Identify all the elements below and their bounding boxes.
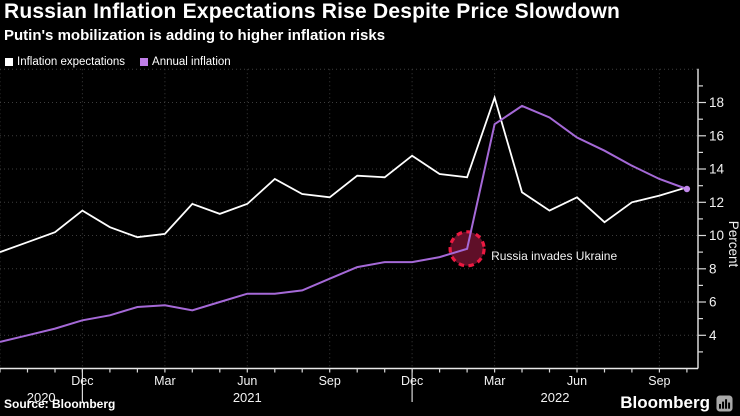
chart-bars-icon	[716, 394, 733, 412]
y-tick-label: 16	[709, 128, 724, 143]
x-year-label: 2020	[27, 390, 56, 405]
y-tick-label: 18	[709, 95, 724, 110]
y-tick-label: 4	[709, 328, 717, 343]
y-tick-label: 6	[709, 295, 717, 310]
chart-legend: Inflation expectations Annual inflation	[5, 56, 231, 68]
legend-swatch-purple-icon	[140, 58, 149, 66]
x-tick-label: Dec	[71, 374, 93, 388]
legend-label-inflation-expectations: Inflation expectations	[17, 56, 126, 68]
x-year-label: 2022	[541, 390, 570, 405]
legend-item-inflation-expectations: Inflation expectations	[5, 56, 125, 68]
x-tick-label: Mar	[484, 374, 506, 388]
inflation-expectations-line	[0, 94, 688, 253]
legend-item-annual-inflation: Annual inflation	[140, 56, 231, 68]
x-tick-label: Sep	[648, 374, 670, 388]
x-tick-label: Jun	[237, 374, 257, 388]
x-tick-label: Mar	[154, 374, 176, 388]
x-tick-label: Sep	[319, 374, 341, 388]
x-year-label: 2021	[233, 390, 262, 405]
x-tick-label: Jun	[567, 374, 587, 388]
chart-subtitle: Putin's mobilization is adding to higher…	[4, 27, 386, 44]
source-note: Source: Bloomberg	[4, 397, 116, 411]
y-tick-label: 12	[709, 195, 724, 210]
legend-label-annual-inflation: Annual inflation	[152, 56, 231, 68]
chart-title: Russian Inflation Expectations Rise Desp…	[4, 0, 621, 23]
event-annotation: Russia invades Ukraine	[491, 249, 617, 263]
x-tick-label: Dec	[401, 374, 423, 388]
bloomberg-wordmark: Bloomberg	[620, 393, 710, 412]
y-tick-label: 8	[709, 261, 717, 276]
y-tick-label: 10	[709, 228, 724, 243]
annual-inflation-line	[0, 104, 688, 343]
y-axis-title: Percent	[726, 221, 740, 268]
series-end-dot	[683, 185, 691, 193]
legend-swatch-white-icon	[5, 58, 13, 66]
bloomberg-logo: Bloomberg	[620, 393, 733, 413]
y-tick-label: 14	[709, 162, 725, 177]
